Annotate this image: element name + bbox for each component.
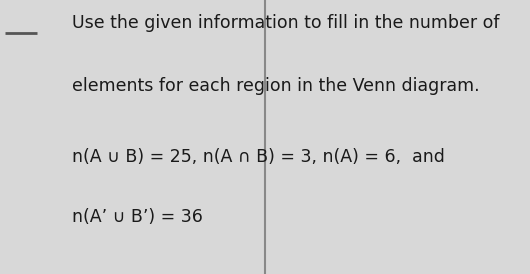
Text: n(A’ ∪ B’) = 36: n(A’ ∪ B’) = 36: [72, 208, 202, 226]
Text: Use the given information to fill in the number of: Use the given information to fill in the…: [72, 14, 499, 32]
Text: n(A ∪ B) = 25, n(A ∩ B) = 3, n(A) = 6,  and: n(A ∪ B) = 25, n(A ∩ B) = 3, n(A) = 6, a…: [72, 148, 445, 166]
Text: elements for each region in the Venn diagram.: elements for each region in the Venn dia…: [72, 77, 479, 95]
